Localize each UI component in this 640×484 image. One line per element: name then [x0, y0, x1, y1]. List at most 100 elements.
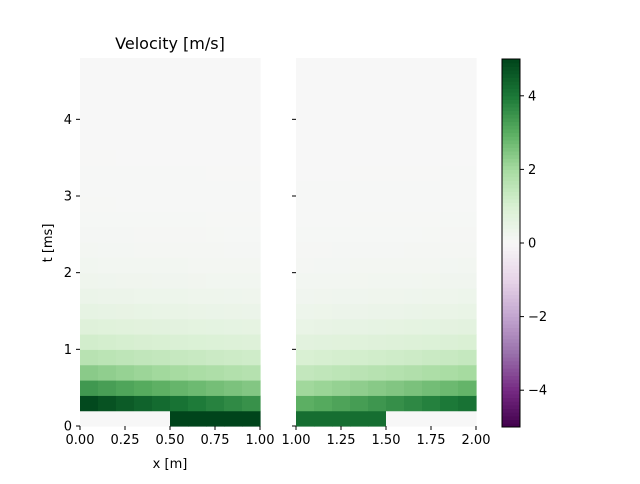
- x-axis: 1.00 1.25 1.50 1.75 2.00: [282, 426, 490, 448]
- heatmap-cell: [134, 58, 153, 74]
- colorbar-segment: [502, 187, 520, 192]
- heatmap-cell: [224, 73, 243, 90]
- heatmap-cell: [332, 104, 351, 120]
- heatmap-cell: [440, 395, 459, 412]
- colorbar-segment: [502, 250, 520, 255]
- heatmap-cell: [206, 134, 225, 151]
- heatmap-cell: [80, 349, 99, 366]
- heatmap-cell: [404, 180, 423, 197]
- colorbar-segment: [502, 180, 520, 185]
- heatmap-cell: [314, 165, 333, 182]
- heatmap-cell: [98, 349, 117, 366]
- heatmap-cell: [296, 150, 315, 166]
- colorbar-segment: [502, 268, 520, 273]
- heatmap-cell: [224, 349, 243, 366]
- heatmap-cell: [188, 226, 207, 243]
- heatmap-cell: [116, 288, 135, 304]
- heatmap-cell: [170, 303, 189, 320]
- heatmap-cell: [116, 73, 135, 90]
- x-tick-label: 0.50: [156, 433, 185, 448]
- heatmap-cell: [296, 58, 315, 74]
- colorbar-segment: [502, 106, 520, 112]
- heatmap-cell: [314, 288, 333, 304]
- heatmap-cell: [206, 349, 225, 366]
- heatmap-cell: [98, 180, 117, 197]
- heatmap-cell: [188, 134, 207, 151]
- heatmap-cell: [242, 196, 261, 212]
- heatmap-cell: [386, 88, 405, 105]
- heatmap-cell: [350, 303, 369, 320]
- heatmap-cell: [116, 150, 135, 166]
- colorbar-segment: [502, 254, 520, 259]
- heatmap-cell: [188, 211, 207, 228]
- heatmap-cell: [386, 410, 405, 427]
- heatmap-cell: [206, 334, 225, 350]
- heatmap-cells: [80, 58, 261, 427]
- colorbar-segment: [502, 316, 520, 321]
- colorbar-segment: [502, 323, 520, 329]
- heatmap-cell: [224, 242, 243, 258]
- heatmap-cell: [98, 211, 117, 228]
- heatmap-cell: [386, 134, 405, 151]
- heatmap-cell: [314, 226, 333, 243]
- heatmap-cell: [440, 257, 459, 274]
- heatmap-cell: [170, 104, 189, 120]
- heatmap-cell: [152, 104, 171, 120]
- heatmap-cell: [386, 318, 405, 335]
- heatmap-cell: [188, 165, 207, 182]
- colorbar-segment: [502, 239, 520, 244]
- colorbar-segment: [502, 371, 520, 376]
- colorbar-segment: [502, 143, 520, 148]
- colorbar-segment: [502, 206, 520, 211]
- heatmap-cell: [386, 288, 405, 304]
- heatmap-cell: [386, 257, 405, 274]
- heatmap-cell: [152, 303, 171, 320]
- heatmap-cell: [368, 104, 387, 120]
- heatmap-cell: [404, 88, 423, 105]
- heatmap-cell: [314, 349, 333, 366]
- heatmap-cell: [296, 272, 315, 289]
- heatmap-cell: [458, 88, 477, 105]
- heatmap-cell: [134, 380, 153, 396]
- heatmap-cell: [422, 288, 441, 304]
- heatmap-cell: [206, 58, 225, 74]
- heatmap-cell: [242, 58, 261, 74]
- y-tick-label: 0: [64, 420, 72, 435]
- heatmap-cell: [350, 150, 369, 166]
- heatmap-cell: [170, 211, 189, 228]
- heatmap-cell: [422, 119, 441, 136]
- heatmap-cell: [350, 134, 369, 151]
- colorbar-segment: [502, 231, 520, 237]
- heatmap-cell: [224, 364, 243, 381]
- colorbar-segment: [502, 290, 520, 296]
- heatmap-cell: [80, 104, 99, 120]
- heatmap-cell: [80, 119, 99, 136]
- heatmap-cell: [242, 272, 261, 289]
- heatmap-cell: [80, 180, 99, 197]
- colorbar-tick-label: 2: [528, 163, 536, 178]
- heatmap-cell: [116, 272, 135, 289]
- heatmap-cell: [98, 364, 117, 381]
- heatmap-cell: [368, 272, 387, 289]
- heatmap-cell: [404, 257, 423, 274]
- heatmap-cell: [332, 349, 351, 366]
- colorbar-segment: [502, 276, 520, 281]
- heatmap-cell: [350, 318, 369, 335]
- heatmap-cell: [80, 334, 99, 350]
- colorbar-segment: [502, 301, 520, 307]
- heatmap-cell: [458, 242, 477, 258]
- heatmap-cell: [332, 318, 351, 335]
- colorbar-segment: [502, 309, 520, 314]
- heatmap-cell: [422, 242, 441, 258]
- heatmap-cell: [242, 410, 261, 427]
- heatmap-cell: [242, 226, 261, 243]
- heatmap-cell: [134, 134, 153, 151]
- heatmap-cell: [404, 272, 423, 289]
- colorbar-segment: [502, 312, 520, 318]
- colorbar-segment: [502, 335, 520, 340]
- colorbar-segment: [502, 246, 520, 251]
- heatmap-cell: [332, 395, 351, 412]
- heatmap-cell: [80, 211, 99, 228]
- heatmap-cell: [296, 395, 315, 412]
- heatmap-cell: [332, 58, 351, 74]
